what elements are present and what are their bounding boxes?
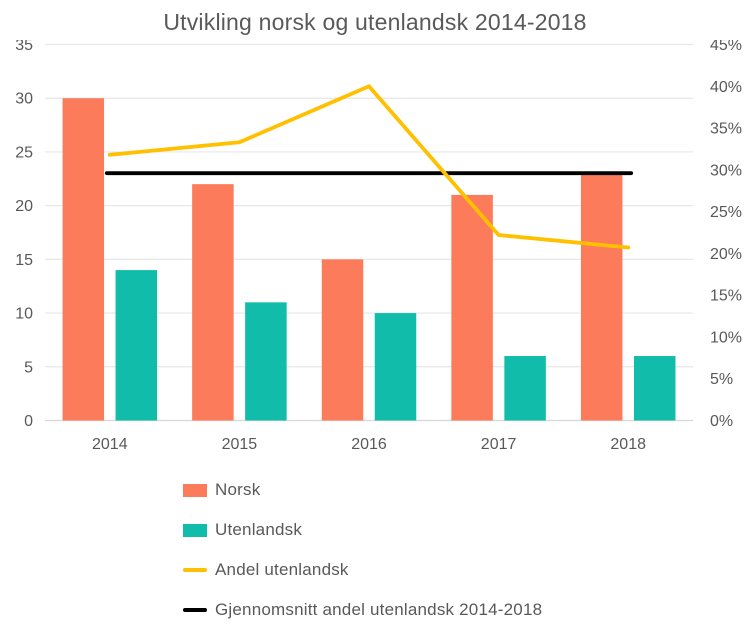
left-axis-tick: 35 [15, 40, 33, 54]
x-axis-label: 2014 [92, 436, 128, 453]
right-axis-tick: 10% [710, 329, 742, 346]
right-axis-tick: 15% [710, 288, 742, 305]
left-axis-tick: 0 [24, 413, 33, 430]
x-axis-label: 2018 [610, 436, 646, 453]
right-axis-tick: 0% [710, 413, 733, 430]
bar-norsk-2015 [192, 184, 234, 421]
legend-swatch-gjennomsnitt [183, 608, 207, 612]
left-axis-tick: 25 [15, 144, 33, 161]
bar-utenlandsk-2017 [504, 356, 546, 421]
left-axis-tick: 20 [15, 198, 33, 215]
legend-swatch-utenlandsk [183, 523, 207, 537]
left-axis-tick: 10 [15, 306, 33, 323]
legend-label-utenlandsk: Utenlandsk [215, 520, 303, 539]
legend-item-andel: Andel utenlandsk [183, 550, 542, 590]
bar-norsk-2017 [451, 194, 493, 421]
bar-norsk-2014 [62, 98, 105, 421]
right-axis-tick: 35% [710, 121, 742, 138]
legend-swatch-norsk [183, 483, 207, 497]
bar-norsk-2018 [580, 173, 623, 421]
x-axis-label: 2015 [222, 436, 258, 453]
bar-utenlandsk-2018 [633, 356, 676, 421]
legend-label-gjennomsnitt: Gjennomsnitt andel utenlandsk 2014-2018 [215, 600, 543, 619]
andel-line [107, 84, 631, 250]
left-axis-tick: 30 [15, 91, 33, 108]
bar-utenlandsk-2016 [374, 313, 417, 421]
x-axis-label: 2016 [351, 436, 387, 453]
legend-label-norsk: Norsk [215, 480, 261, 499]
right-axis-tick: 25% [710, 204, 742, 221]
chart-title: Utvikling norsk og utenlandsk 2014-2018 [163, 9, 587, 35]
bar-utenlandsk-2015 [245, 302, 287, 421]
legend-item-utenlandsk: Utenlandsk [183, 510, 542, 550]
right-axis-tick: 20% [710, 246, 742, 263]
right-axis-tick: 40% [710, 79, 742, 96]
legend-item-gjennomsnitt: Gjennomsnitt andel utenlandsk 2014-2018 [183, 590, 542, 630]
legend-item-norsk: Norsk [183, 470, 542, 510]
right-axis-tick: 45% [710, 40, 742, 54]
legend-swatch-andel [183, 568, 207, 572]
bar-norsk-2016 [321, 259, 364, 421]
bar-utenlandsk-2014 [115, 270, 158, 421]
plot-area: 0 5 10 15 20 25 30 35 0% 5% 10% 15% 20% 25% 30% 35% 40% 4… [15, 40, 742, 453]
right-axis-tick: 30% [710, 162, 742, 179]
right-axis-tick: 5% [710, 371, 733, 388]
legend: Norsk Utenlandsk Andel utenlandsk Gjennomsn… [183, 470, 542, 630]
left-axis-tick: 15 [15, 252, 33, 269]
x-axis-label: 2017 [481, 436, 517, 453]
legend-label-andel: Andel utenlandsk [215, 560, 349, 579]
left-axis-tick: 5 [24, 359, 33, 376]
